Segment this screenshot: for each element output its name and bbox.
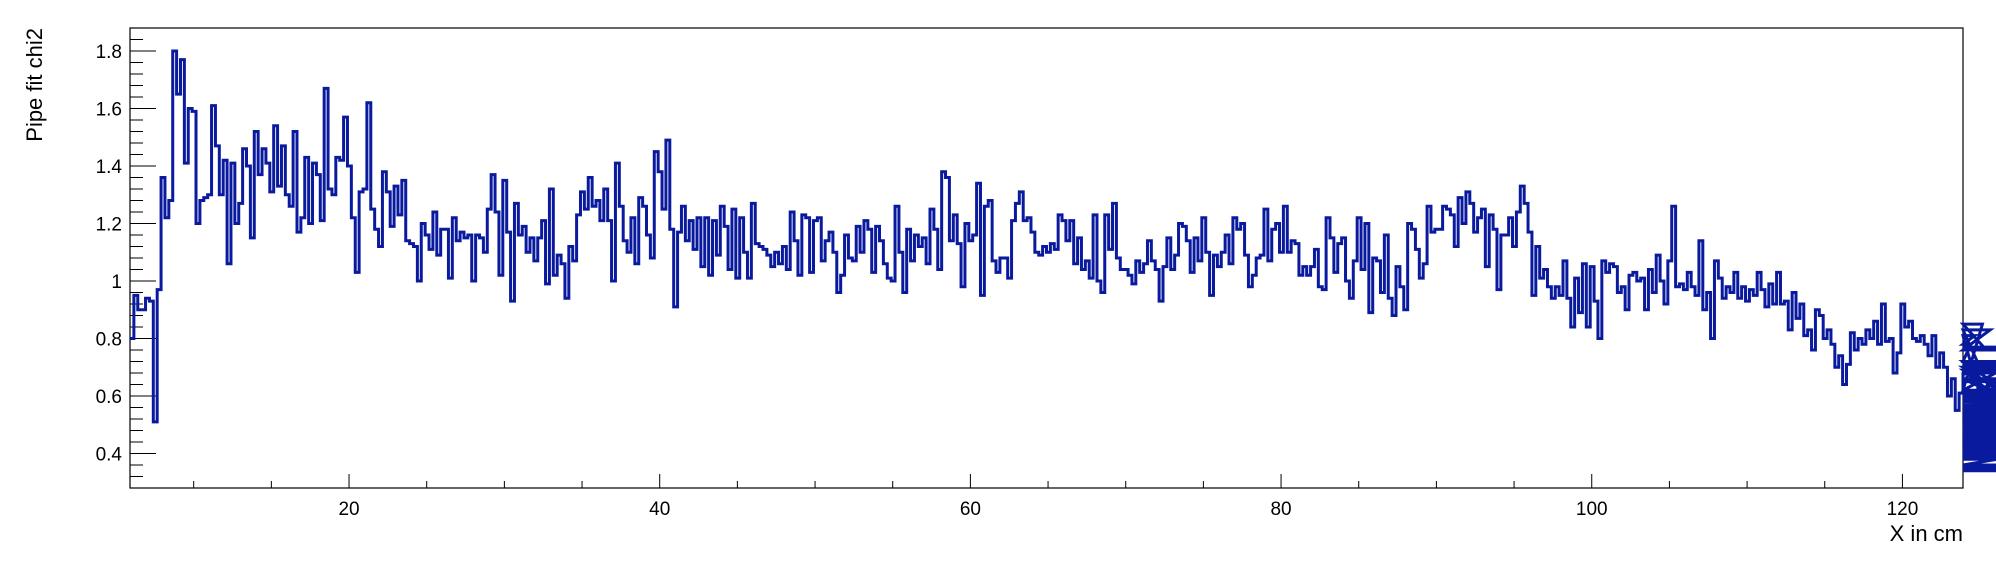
y-axis-tick-labels: 0.4 0.6 0.8 1 1.2 1.4 1.6 1.8 — [96, 42, 123, 466]
y-tick-label: 1.2 — [96, 215, 122, 236]
x-tick-label: 40 — [649, 499, 670, 520]
x-tick-label: 120 — [1887, 499, 1919, 520]
y-axis-ticks — [130, 27, 156, 477]
plot-frame — [129, 27, 1964, 489]
x-tick-label: 60 — [960, 499, 981, 520]
y-tick-label: 0.6 — [96, 387, 122, 408]
histogram-series-line — [130, 49, 1996, 473]
x-tick-label: 20 — [338, 499, 359, 520]
x-axis-title: X in cm — [1890, 521, 1963, 546]
y-tick-label: 1.6 — [96, 100, 122, 121]
x-axis-ticks — [193, 474, 1903, 488]
y-tick-label: 1.4 — [96, 157, 123, 178]
y-tick-label: 1 — [111, 272, 122, 293]
x-axis-tick-labels: 20 40 60 80 100 120 — [338, 499, 1918, 520]
x-tick-label: 80 — [1270, 499, 1291, 520]
y-tick-label: 1.8 — [96, 42, 122, 63]
y-axis-title: Pipe fit chi2 — [22, 28, 47, 142]
x-tick-label: 100 — [1576, 499, 1608, 520]
y-tick-label: 0.4 — [96, 445, 123, 466]
y-tick-label: 0.8 — [96, 330, 122, 351]
